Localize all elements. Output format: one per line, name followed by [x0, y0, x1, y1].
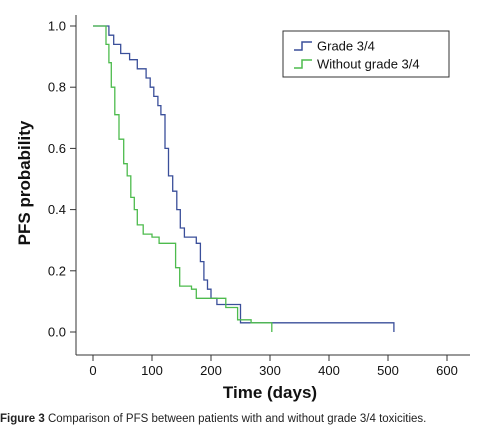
y-ticks: 0.0 0.2 0.4 0.6 0.8 1.0 [48, 19, 76, 340]
series-line-1 [93, 25, 395, 332]
legend-swatch-1 [294, 41, 312, 51]
series-line-2 [93, 25, 273, 332]
y-tick-label: 0.4 [48, 202, 66, 217]
y-tick-label: 0.2 [48, 263, 66, 278]
x-ticks: 0 100 200 300 400 500 600 [89, 355, 458, 378]
x-axis-title: Time (days) [223, 383, 317, 402]
x-tick-label: 200 [200, 363, 222, 378]
legend-label-2: Without grade 3/4 [317, 57, 420, 72]
x-tick-label: 300 [259, 363, 281, 378]
y-tick-label: 0.8 [48, 80, 66, 95]
y-tick-label: 0.6 [48, 141, 66, 156]
x-tick-label: 0 [89, 363, 96, 378]
x-tick-label: 100 [141, 363, 163, 378]
series-layer [93, 25, 395, 332]
figure-caption-label: Figure 3 [0, 413, 45, 425]
figure-caption: Figure 3 Comparison of PFS between patie… [0, 413, 485, 425]
figure-caption-text: Comparison of PFS between patients with … [47, 413, 427, 425]
x-tick-label: 400 [318, 363, 340, 378]
legend-box [282, 30, 450, 78]
x-tick-label: 600 [436, 363, 458, 378]
legend-swatch-2 [294, 59, 312, 69]
pfs-chart: 0.0 0.2 0.4 0.6 0.8 1.0 0 100 200 300 400 500 600 T… [15, 15, 470, 402]
y-axis-title: PFS probability [15, 120, 34, 245]
legend: Grade 3/4 Without grade 3/4 [282, 30, 450, 78]
y-tick-label: 0.0 [48, 325, 66, 340]
y-tick-label: 1.0 [48, 19, 66, 34]
plot-frame [75, 15, 470, 356]
legend-label-1: Grade 3/4 [317, 39, 375, 54]
x-tick-label: 500 [377, 363, 399, 378]
